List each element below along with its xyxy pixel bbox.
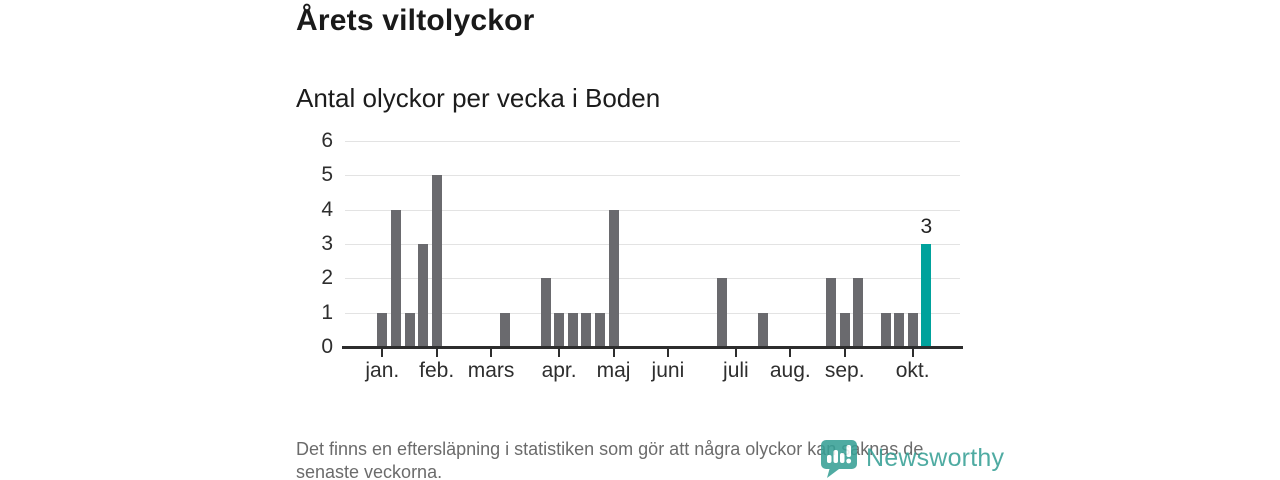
bar-week-4 <box>418 243 429 347</box>
chart-footnote: Det finns en eftersläpning i statistiken… <box>296 438 996 480</box>
chart-title: Årets viltolyckor <box>296 4 535 37</box>
x-tick-label-mars: mars <box>467 359 515 382</box>
gridline-y-3 <box>345 243 960 245</box>
bar-week-5 <box>431 175 442 347</box>
bar-week-35 <box>839 312 850 347</box>
x-tick-label-aug: aug. <box>769 359 811 382</box>
month-tick-aug <box>789 349 792 357</box>
month-tick-juli <box>734 349 737 357</box>
bar-week-29 <box>758 312 769 347</box>
bar-week-39 <box>894 312 905 347</box>
x-tick-label-feb: feb. <box>419 359 455 382</box>
bar-week-3 <box>404 312 415 347</box>
newsworthy-logo: Newsworthy <box>818 438 1004 478</box>
x-tick-label-sep: sep. <box>824 359 865 382</box>
y-tick-label-0: 0 <box>321 335 333 358</box>
bar-week-36 <box>853 278 864 347</box>
footnote-line: Det finns en eftersläpning i statistiken… <box>296 439 924 459</box>
bar-week-17 <box>594 312 605 347</box>
month-tick-apr <box>558 349 561 357</box>
y-tick-label-3: 3 <box>321 231 333 255</box>
bar-week-14 <box>554 312 565 347</box>
gridline-y-6 <box>345 140 960 142</box>
bar-week-40 <box>907 312 918 347</box>
bar-week-2 <box>390 209 401 347</box>
gridline-y-2 <box>345 278 960 280</box>
x-tick-label-juli: juli <box>723 359 749 382</box>
gridline-y-5 <box>345 175 960 177</box>
newsworthy-wordmark: Newsworthy <box>866 443 1005 472</box>
newsworthy-logo-icon <box>818 438 859 478</box>
x-tick-label-jan: jan. <box>365 359 400 382</box>
bar-week-15 <box>567 312 578 347</box>
bar-week-41 <box>921 243 932 347</box>
y-tick-label-5: 5 <box>321 163 333 187</box>
bar-week-34 <box>826 278 837 347</box>
highlight-value-label: 3 <box>920 214 933 238</box>
bar-week-16 <box>581 312 592 347</box>
bar-week-13 <box>540 278 551 347</box>
y-tick-label-1: 1 <box>321 300 333 324</box>
bar-week-18 <box>608 209 619 347</box>
bar-chart-plot-area <box>342 140 963 357</box>
bar-week-10 <box>499 312 510 347</box>
month-tick-feb <box>435 349 438 357</box>
month-tick-okt <box>911 349 914 357</box>
gridline-y-4 <box>345 209 960 211</box>
gridline-y-1 <box>345 312 960 314</box>
x-axis-line <box>342 346 963 349</box>
bar-week-38 <box>880 312 891 347</box>
month-tick-mars <box>490 349 493 357</box>
x-tick-label-juni: juni <box>651 359 685 382</box>
month-tick-jan <box>381 349 384 357</box>
y-tick-label-2: 2 <box>321 266 333 290</box>
x-tick-label-apr: apr. <box>541 359 577 382</box>
footnote-line: senaste veckorna. <box>296 462 443 480</box>
y-tick-label-4: 4 <box>321 197 333 221</box>
x-tick-label-okt: okt. <box>895 359 930 382</box>
y-tick-label-6: 6 <box>321 128 333 152</box>
bar-week-26 <box>717 278 728 347</box>
bar-week-1 <box>377 312 388 347</box>
month-tick-juni <box>666 349 669 357</box>
x-tick-label-maj: maj <box>596 359 631 382</box>
month-tick-maj <box>612 349 615 357</box>
chart-subtitle: Antal olyckor per vecka i Boden <box>296 83 661 113</box>
month-tick-sep <box>843 349 846 357</box>
